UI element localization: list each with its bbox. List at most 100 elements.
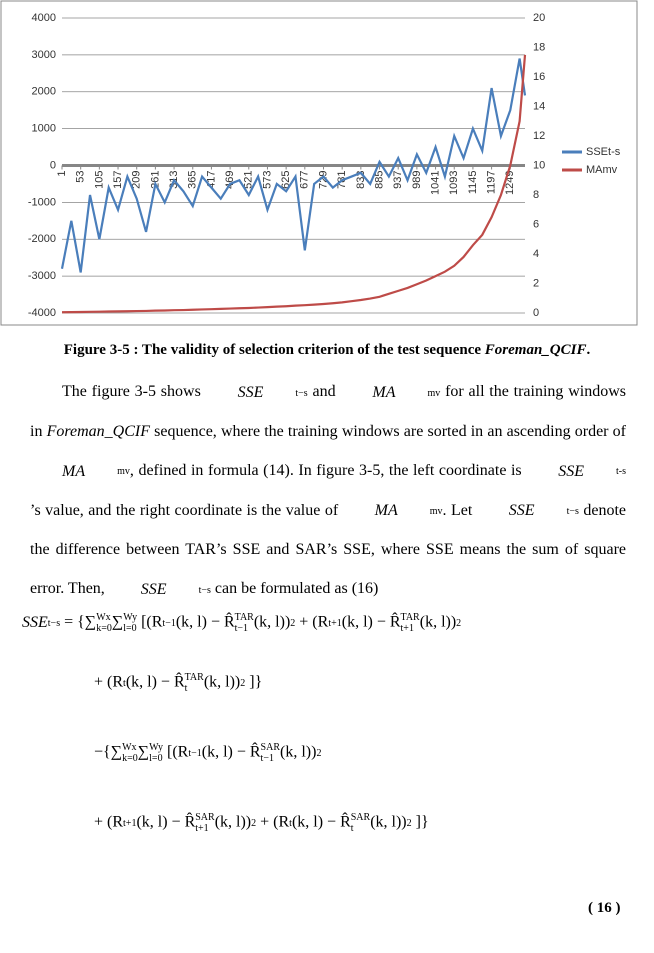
y2-tick-label: 16 xyxy=(533,71,545,83)
text-run: −{∑ xyxy=(94,743,123,761)
y-tick-label: -1000 xyxy=(28,196,56,208)
script-stack: Wy l=0 xyxy=(149,742,163,764)
text-run: + (R xyxy=(256,813,290,831)
subscript: t xyxy=(350,823,354,834)
x-tick-label: 1093 xyxy=(448,171,460,195)
script-stack: 2 xyxy=(456,618,461,629)
script-stack: TAR t+1 xyxy=(401,612,420,634)
x-tick-label: 1041 xyxy=(429,171,441,195)
series-line xyxy=(61,54,527,314)
y2-tick-label: 12 xyxy=(533,130,545,142)
script-stack: t xyxy=(289,818,292,829)
text-run: ∑ xyxy=(137,743,150,761)
text-run: can be formulated as (16) xyxy=(210,580,379,598)
y2-tick-label: 4 xyxy=(533,248,539,260)
math-base: SSE xyxy=(237,383,264,401)
text-run: ]} xyxy=(245,673,263,691)
script-stack: t+1 xyxy=(328,618,341,629)
subscript: t−s xyxy=(295,387,308,399)
x-tick-label: 1249 xyxy=(504,171,516,195)
superscript: 2 xyxy=(251,817,257,829)
math-term: SSE t−s xyxy=(477,491,579,530)
math-term: SSE t−s xyxy=(109,570,211,609)
subscript: mv xyxy=(429,506,443,518)
x-tick-label: 573 xyxy=(261,171,273,189)
superscript: SAR xyxy=(260,742,280,753)
x-tick-label: 1197 xyxy=(486,171,498,195)
math-term: 2 xyxy=(407,814,412,832)
superscript: SAR xyxy=(350,812,371,823)
script-stack: Wx k=0 xyxy=(122,742,138,764)
equation-line: −{∑ Wx k=0 ∑ Wy l=0 [(R t−1 (k, l) − R̂ SAR t−1 (k… xyxy=(94,742,321,764)
math-term: t xyxy=(289,814,292,832)
x-tick-label: 469 xyxy=(224,171,236,189)
text-run: (k, l)) xyxy=(214,813,252,831)
subscript: t xyxy=(123,677,126,689)
text-run: (k, l)) xyxy=(203,673,241,691)
math-term: MA mv xyxy=(343,491,443,530)
x-tick-label: 937 xyxy=(392,171,404,189)
subscript: k=0 xyxy=(96,623,112,634)
text-run: (k, l) − R̂ xyxy=(136,813,196,831)
math-term: MA mv xyxy=(340,373,440,412)
math-base: MA xyxy=(372,383,396,401)
x-tick-label: 261 xyxy=(149,171,161,189)
superscript: 2 xyxy=(316,747,322,759)
script-stack: 2 xyxy=(251,818,256,829)
x-tick-label: 885 xyxy=(373,171,385,189)
text-run: (k, l)) xyxy=(280,743,317,761)
subscript: l=0 xyxy=(149,753,163,764)
text-run: , defined in formula (14). In figure 3-5… xyxy=(129,461,527,479)
text-run: (k, l)) xyxy=(253,613,291,631)
superscript: 2 xyxy=(240,677,246,689)
subscript: t−1 xyxy=(260,753,274,764)
script-stack: TAR t−1 xyxy=(235,612,254,634)
subscript: t+1 xyxy=(400,623,414,634)
y-tick-label: -2000 xyxy=(28,233,56,245)
x-tick-label: 677 xyxy=(299,171,311,189)
math-term: 2 xyxy=(316,744,321,762)
y2-tick-label: 2 xyxy=(533,277,539,289)
equation-line: + (R t+1 (k, l) − R̂ SAR t+1 (k, l)) 2 + (R t (k… xyxy=(94,812,429,834)
script-stack: t−s xyxy=(263,388,307,399)
subscript: t-s xyxy=(616,466,626,478)
superscript: SAR xyxy=(195,812,215,823)
math-base: SSE xyxy=(22,614,48,631)
text-run: (k, l)) xyxy=(419,613,457,631)
text-run: (k, l) − R̂ xyxy=(175,613,235,631)
text-run: (k, l) − R̂ xyxy=(125,673,185,691)
math-term: 2 xyxy=(456,614,461,632)
chart: -4000 -3000 -2000 -1000 0 1000 2000 3000 4000 0 2 4… xyxy=(0,0,638,326)
superscript: Wy xyxy=(123,612,138,623)
script-stack: 2 xyxy=(407,818,412,829)
script-stack: 2 xyxy=(316,748,321,759)
math-term: SSE t-s xyxy=(526,452,626,491)
text-run: (k, l) − R̂ xyxy=(341,613,401,631)
y2-tick-label: 0 xyxy=(533,307,539,319)
y-tick-label: 4000 xyxy=(32,12,56,24)
text-run: + (R xyxy=(94,813,124,831)
math-term: t+1 xyxy=(328,614,341,632)
math-term: t xyxy=(123,674,126,692)
math-term: TAR t xyxy=(185,672,204,694)
script-stack: 2 xyxy=(290,618,295,629)
script-stack: t+1 xyxy=(123,818,136,829)
text-run: Foreman_QCIF xyxy=(484,342,587,358)
math-base: MA xyxy=(62,462,86,480)
subscript: t−s xyxy=(566,506,579,518)
text-run: denote the difference between TAR’s SSE … xyxy=(30,501,626,598)
superscript: TAR xyxy=(234,612,254,623)
y-tick-label: 1000 xyxy=(32,123,56,135)
equation-line: SSE t−s = {∑ Wx k=0 ∑ Wy l=0 [(R t−1 (k, l) − R̂… xyxy=(22,612,461,634)
math-term: SSE t−s xyxy=(22,614,60,632)
superscript: 2 xyxy=(290,617,296,629)
y2-tick-label: 6 xyxy=(533,218,539,230)
math-term: SAR t+1 xyxy=(195,812,214,834)
subscript: t xyxy=(289,817,292,829)
text-run: (k, l) − R̂ xyxy=(201,743,261,761)
math-term: t−1 xyxy=(188,744,201,762)
math-term: SSE t−s xyxy=(206,373,308,412)
script-stack: t-s xyxy=(584,466,626,477)
text-run: for all the training windows in xyxy=(30,383,626,440)
script-stack: t−1 xyxy=(162,618,175,629)
